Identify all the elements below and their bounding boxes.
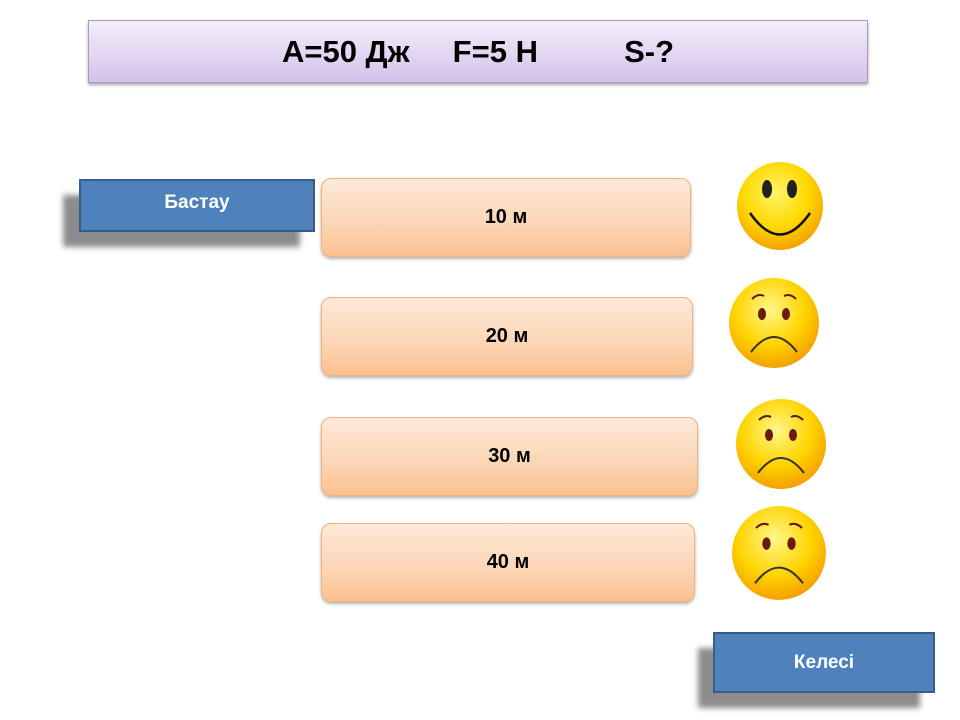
smile-icon: [737, 162, 823, 250]
sad-face-icon: [736, 399, 826, 489]
sad-face-icon: [732, 506, 826, 600]
answer-option-20m[interactable]: 20 м: [321, 297, 693, 376]
question-title: A=50 Дж F=5 Н S-?: [88, 20, 868, 83]
answer-option-30m[interactable]: 30 м: [321, 417, 698, 496]
answer-option-40m[interactable]: 40 м: [321, 523, 695, 602]
sad-face-icon: [729, 278, 819, 368]
answer-option-10m[interactable]: 10 м: [321, 178, 691, 257]
start-button[interactable]: Бастау: [79, 179, 315, 232]
next-button[interactable]: Келесі: [713, 632, 935, 693]
